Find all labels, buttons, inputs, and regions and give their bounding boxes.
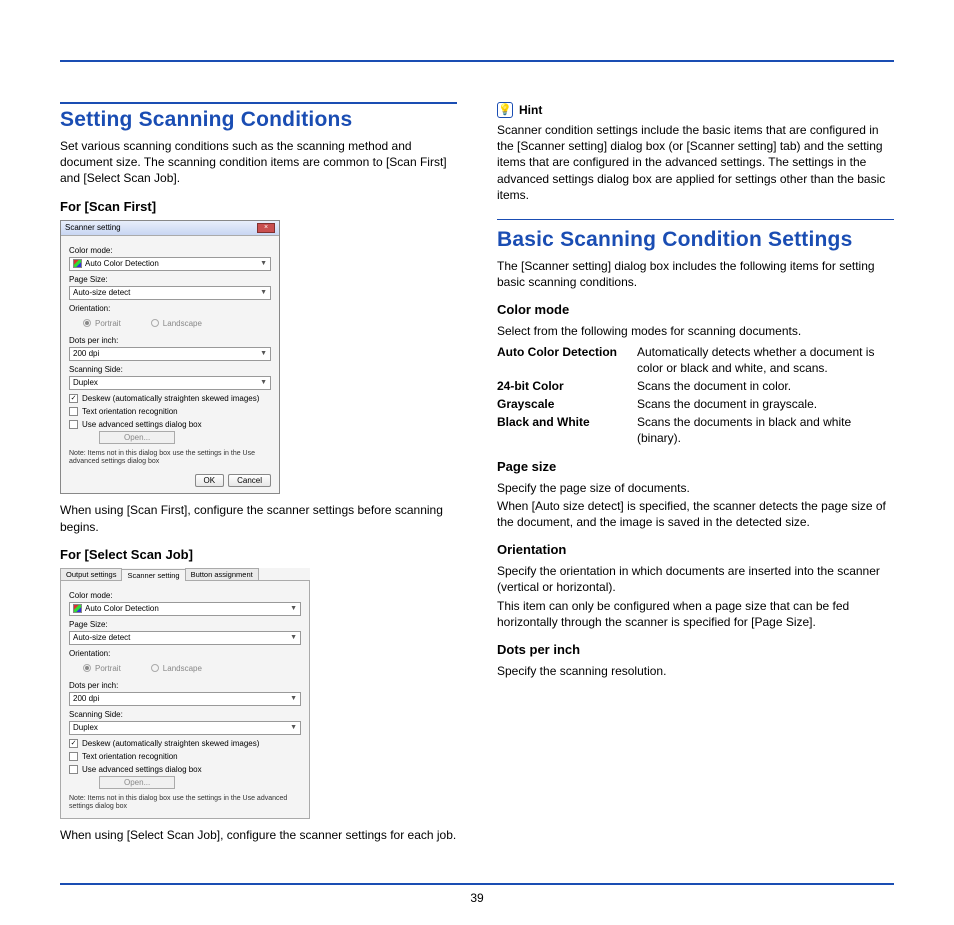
hint-header: 💡 Hint [497, 102, 894, 118]
use-adv-checkbox[interactable]: Use advanced settings dialog box [69, 765, 301, 774]
dpi-label: Dots per inch: [69, 681, 301, 690]
chevron-down-icon: ▼ [290, 724, 297, 731]
orientation-radios: Portrait Landscape [69, 315, 271, 332]
left-column: Setting Scanning Conditions Set various … [60, 102, 457, 853]
page-size-label: Page Size: [69, 620, 301, 629]
orientation-p1: Specify the orientation in which documen… [497, 563, 894, 595]
portrait-radio[interactable]: Portrait [83, 664, 121, 673]
scanning-side-select[interactable]: Duplex ▼ [69, 721, 301, 735]
dialog-note: Note: Items not in this dialog box use t… [69, 795, 301, 812]
page-size-select[interactable]: Auto-size detect ▼ [69, 286, 271, 300]
scanning-side-label: Scanning Side: [69, 710, 301, 719]
hint-label: Hint [519, 103, 542, 117]
scan-job-heading: For [Select Scan Job] [60, 547, 457, 562]
dpi-heading: Dots per inch [497, 642, 894, 657]
color-swatch-icon [73, 604, 82, 613]
left-section-title: Setting Scanning Conditions [60, 102, 457, 132]
text-orient-checkbox[interactable]: Text orientation recognition [69, 407, 271, 416]
chevron-down-icon: ▼ [260, 350, 267, 357]
chevron-down-icon: ▼ [290, 634, 297, 641]
hint-bulb-icon: 💡 [497, 102, 513, 118]
portrait-radio[interactable]: Portrait [83, 319, 121, 328]
color-mode-label: Color mode: [69, 591, 301, 600]
scanner-setting-dialog: Scanner setting × Color mode: Auto Color… [60, 220, 280, 495]
right-section-title: Basic Scanning Condition Settings [497, 228, 894, 252]
chevron-down-icon: ▼ [260, 260, 267, 267]
page-bottom-rule [60, 883, 894, 885]
ok-button[interactable]: OK [195, 474, 225, 487]
page-size-p2: When [Auto size detect] is specified, th… [497, 498, 894, 530]
left-intro: Set various scanning conditions such as … [60, 138, 457, 187]
color-mode-table: Auto Color Detection Automatically detec… [497, 344, 894, 447]
cancel-button[interactable]: Cancel [228, 474, 271, 487]
table-row: Black and White Scans the documents in b… [497, 414, 894, 446]
right-intro: The [Scanner setting] dialog box include… [497, 258, 894, 290]
page-size-p1: Specify the page size of documents. [497, 480, 894, 496]
page-number: 39 [60, 891, 894, 905]
dialog-title: Scanner setting [65, 223, 121, 232]
page-size-select[interactable]: Auto-size detect ▼ [69, 631, 301, 645]
table-row: 24-bit Color Scans the document in color… [497, 378, 894, 394]
orientation-heading: Orientation [497, 542, 894, 557]
dialog-note: Note: Items not in this dialog box use t… [69, 450, 271, 467]
landscape-radio[interactable]: Landscape [151, 319, 202, 328]
deskew-checkbox[interactable]: ✓Deskew (automatically straighten skewed… [69, 394, 271, 403]
text-orient-checkbox[interactable]: Text orientation recognition [69, 752, 301, 761]
use-adv-checkbox[interactable]: Use advanced settings dialog box [69, 420, 271, 429]
scanning-side-label: Scanning Side: [69, 365, 271, 374]
orientation-label: Orientation: [69, 304, 271, 313]
color-mode-label: Color mode: [69, 246, 271, 255]
tab-panel: Color mode: Auto Color Detection ▼ Page … [60, 580, 310, 819]
color-mode-select[interactable]: Auto Color Detection ▼ [69, 257, 271, 271]
scan-job-caption: When using [Select Scan Job], configure … [60, 827, 457, 843]
color-mode-select[interactable]: Auto Color Detection ▼ [69, 602, 301, 616]
tab-bar: Output settings Scanner setting Button a… [60, 568, 310, 580]
orientation-radios: Portrait Landscape [69, 660, 301, 677]
dialog-body: Color mode: Auto Color Detection ▼ Page … [61, 236, 279, 494]
orientation-p2: This item can only be configured when a … [497, 598, 894, 630]
chevron-down-icon: ▼ [290, 695, 297, 702]
table-row: Auto Color Detection Automatically detec… [497, 344, 894, 376]
chevron-down-icon: ▼ [260, 289, 267, 296]
dpi-p1: Specify the scanning resolution. [497, 663, 894, 679]
page-size-label: Page Size: [69, 275, 271, 284]
scanning-side-select[interactable]: Duplex ▼ [69, 376, 271, 390]
color-swatch-icon [73, 259, 82, 268]
tab-scanner-setting[interactable]: Scanner setting [121, 569, 185, 581]
page-size-heading: Page size [497, 459, 894, 474]
dialog-titlebar: Scanner setting × [61, 221, 279, 236]
deskew-checkbox[interactable]: ✓Deskew (automatically straighten skewed… [69, 739, 301, 748]
scan-first-heading: For [Scan First] [60, 199, 457, 214]
color-mode-heading: Color mode [497, 302, 894, 317]
tab-output-settings[interactable]: Output settings [60, 568, 122, 580]
dpi-select[interactable]: 200 dpi ▼ [69, 692, 301, 706]
open-button[interactable]: Open... [99, 431, 175, 444]
landscape-radio[interactable]: Landscape [151, 664, 202, 673]
open-button[interactable]: Open... [99, 776, 175, 789]
dpi-select[interactable]: 200 dpi ▼ [69, 347, 271, 361]
scanner-setting-tabbed-dialog: Output settings Scanner setting Button a… [60, 568, 310, 819]
right-column: 💡 Hint Scanner condition settings includ… [497, 102, 894, 853]
table-row: Grayscale Scans the document in grayscal… [497, 396, 894, 412]
dpi-label: Dots per inch: [69, 336, 271, 345]
scan-first-caption: When using [Scan First], configure the s… [60, 502, 457, 534]
hint-body: Scanner condition settings include the b… [497, 122, 894, 203]
chevron-down-icon: ▼ [290, 605, 297, 612]
page-top-rule [60, 60, 894, 62]
two-column-layout: Setting Scanning Conditions Set various … [60, 102, 894, 853]
section-divider [497, 219, 894, 220]
color-mode-desc: Select from the following modes for scan… [497, 323, 894, 339]
close-icon[interactable]: × [257, 223, 275, 233]
chevron-down-icon: ▼ [260, 379, 267, 386]
orientation-label: Orientation: [69, 649, 301, 658]
tab-button-assignment[interactable]: Button assignment [185, 568, 259, 580]
